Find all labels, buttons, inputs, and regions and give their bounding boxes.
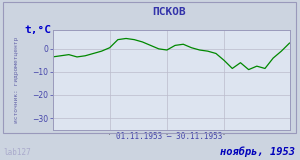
- Text: источник: гидрометцентр: источник: гидрометцентр: [14, 37, 19, 123]
- Text: t,°C: t,°C: [24, 25, 51, 35]
- Text: ноябрь, 1953: ноябрь, 1953: [220, 146, 296, 157]
- Text: lab127: lab127: [3, 148, 31, 157]
- Text: ПСКОВ: ПСКОВ: [153, 7, 186, 17]
- Text: 01.11.1953 – 30.11.1953: 01.11.1953 – 30.11.1953: [116, 132, 223, 141]
